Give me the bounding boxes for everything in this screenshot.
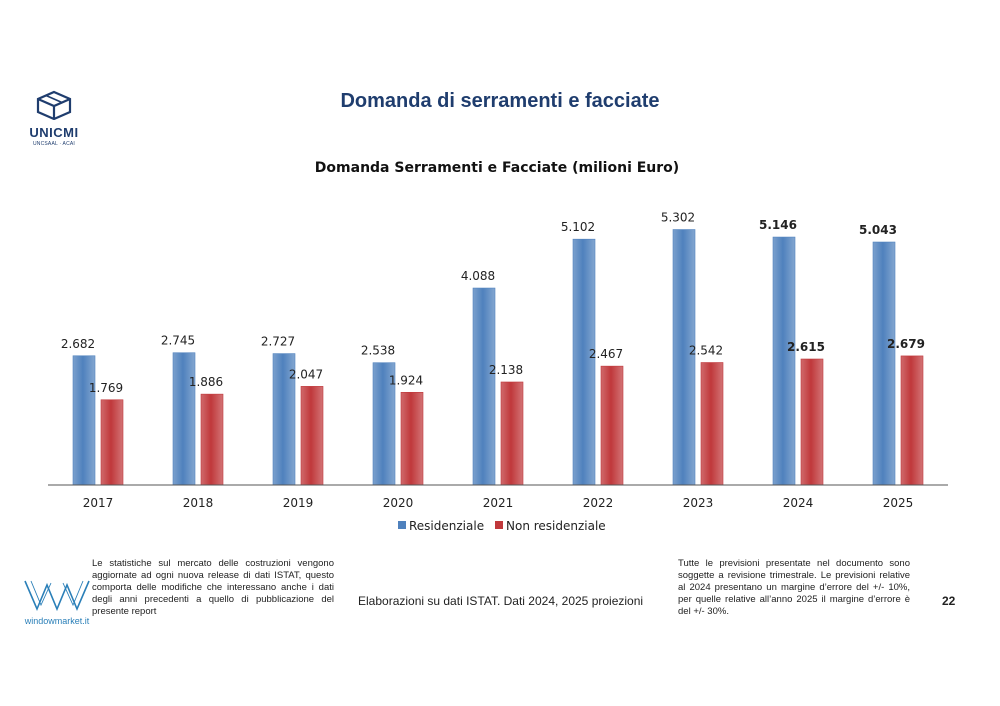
note-right: Tutte le previsioni presentate nel docum… [678,558,910,617]
data-label-non-residenziale-2018: 1.886 [189,375,223,389]
bar-non-residenziale-2017 [100,399,124,486]
windowmarket-text: windowmarket.it [24,616,90,626]
chart-title: Domanda Serramenti e Facciate (milioni E… [315,160,679,176]
windowmarket-w-icon [24,580,90,612]
data-label-residenziale-2018: 2.745 [161,334,195,348]
x-tick-label-2021: 2021 [483,496,514,510]
legend-swatch-non-residenziale [495,521,503,529]
data-label-non-residenziale-2017: 1.769 [89,381,123,395]
data-label-residenziale-2017: 2.682 [61,337,95,351]
data-label-residenziale-2024: 5.146 [759,218,797,232]
bar-residenziale-2025 [872,241,896,486]
data-label-residenziale-2025: 5.043 [859,223,897,237]
page-number: 22 [942,594,956,608]
bar-residenziale-2017 [72,355,96,486]
bar-residenziale-2022 [572,238,596,486]
logo-name: UNICMI [29,125,79,140]
data-label-residenziale-2023: 5.302 [661,211,695,225]
x-tick-label-2017: 2017 [83,496,114,510]
x-tick-label-2018: 2018 [183,496,214,510]
data-label-non-residenziale-2025: 2.679 [887,337,925,351]
note-left: Le statistiche sul mercato delle costruz… [92,558,334,617]
data-label-non-residenziale-2019: 2.047 [289,367,323,381]
bar-non-residenziale-2024 [800,358,824,486]
data-label-residenziale-2022: 5.102 [561,220,595,234]
bar-non-residenziale-2023 [700,362,724,486]
logo-subtitle: UNCSAAL · ACAI [32,141,76,147]
bar-residenziale-2018 [172,352,196,486]
x-tick-label-2025: 2025 [883,496,914,510]
data-label-non-residenziale-2020: 1.924 [389,373,423,387]
bar-non-residenziale-2021 [500,381,524,486]
x-tick-label-2020: 2020 [383,496,414,510]
legend-label-non-residenziale: Non residenziale [506,519,606,533]
bar-residenziale-2021 [472,287,496,486]
bar-chart: Domanda Serramenti e Facciate (milioni E… [48,160,948,533]
bar-non-residenziale-2022 [600,365,624,486]
x-tick-label-2023: 2023 [683,496,714,510]
bar-non-residenziale-2020 [400,391,424,486]
x-tick-label-2019: 2019 [283,496,314,510]
legend-label-residenziale: Residenziale [409,519,484,533]
bar-residenziale-2024 [772,236,796,486]
data-label-residenziale-2021: 4.088 [461,269,495,283]
bar-non-residenziale-2025 [900,355,924,486]
unicmi-cube-icon [36,90,72,121]
source-note: Elaborazioni su dati ISTAT. Dati 2024, 2… [358,594,644,608]
x-tick-label-2022: 2022 [583,496,614,510]
unicmi-logo: UNICMI UNCSAAL · ACAI [26,90,82,147]
page-title: Domanda di serramenti e facciate [340,90,660,112]
data-label-residenziale-2019: 2.727 [261,335,295,349]
bar-non-residenziale-2018 [200,393,224,486]
data-label-residenziale-2020: 2.538 [361,344,395,358]
bar-non-residenziale-2019 [300,386,324,486]
data-label-non-residenziale-2021: 2.138 [489,363,523,377]
windowmarket-logo: windowmarket.it [22,577,92,626]
data-label-non-residenziale-2023: 2.542 [689,344,723,358]
x-tick-label-2024: 2024 [783,496,814,510]
legend-swatch-residenziale [398,521,406,529]
data-label-non-residenziale-2024: 2.615 [787,340,825,354]
data-label-non-residenziale-2022: 2.467 [589,347,623,361]
